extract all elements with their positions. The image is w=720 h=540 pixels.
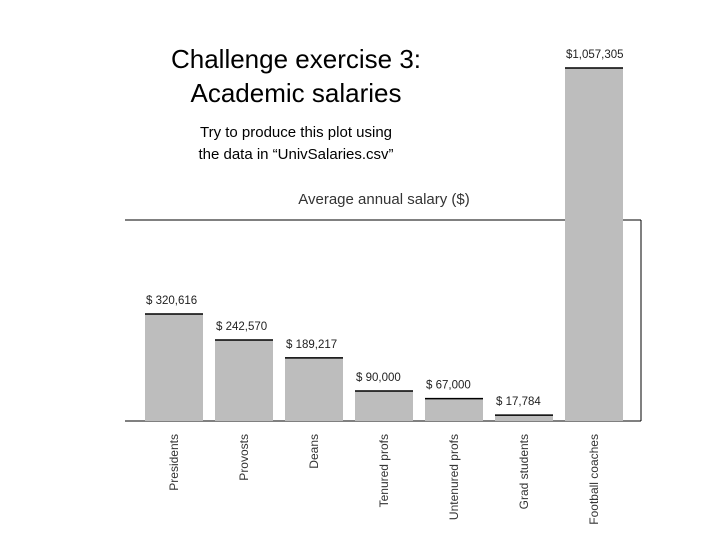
bar-6 (565, 68, 623, 421)
bar-3 (355, 390, 413, 421)
slide-title-line-2: Academic salaries (190, 78, 402, 108)
category-label-2: Deans (307, 434, 321, 469)
slide-title-line-1: Challenge exercise 3: (170, 44, 422, 74)
slide-title: Challenge exercise 3: Academic salaries (150, 42, 442, 110)
bar-value-label-0: $ 320,616 (146, 295, 197, 307)
slide-subtitle-line-2: the data in “UnivSalaries.csv” (198, 146, 394, 163)
chart-title: Average annual salary ($) (298, 191, 470, 208)
bar-value-label-5: $ 17,784 (496, 396, 541, 408)
category-label-1: Provosts (237, 434, 251, 481)
category-label-3: Tenured profs (377, 434, 391, 507)
bar-value-label-3: $ 90,000 (356, 372, 401, 384)
bar-value-label-4: $ 67,000 (426, 380, 471, 392)
category-label-5: Grad students (517, 434, 531, 509)
bar-value-label-2: $ 189,217 (286, 339, 337, 351)
bar-2 (285, 357, 343, 421)
category-label-4: Untenured profs (447, 434, 461, 520)
category-label-6: Football coaches (587, 434, 601, 525)
slide-subtitle-line-1: Try to produce this plot using (199, 124, 393, 141)
bar-value-label-1: $ 242,570 (216, 321, 267, 333)
bar-4 (425, 398, 483, 421)
category-label-0: Presidents (167, 434, 181, 491)
slide-subtitle: Try to produce this plot using the data … (150, 122, 442, 166)
bar-value-label-6: $1,057,305 (566, 49, 624, 61)
chart-marks: $ 320,616 Presidents $ 242,570 Provosts $ 18… (125, 49, 642, 525)
bar-5 (495, 415, 553, 421)
bar-0 (145, 313, 203, 421)
bar-1 (215, 340, 273, 421)
